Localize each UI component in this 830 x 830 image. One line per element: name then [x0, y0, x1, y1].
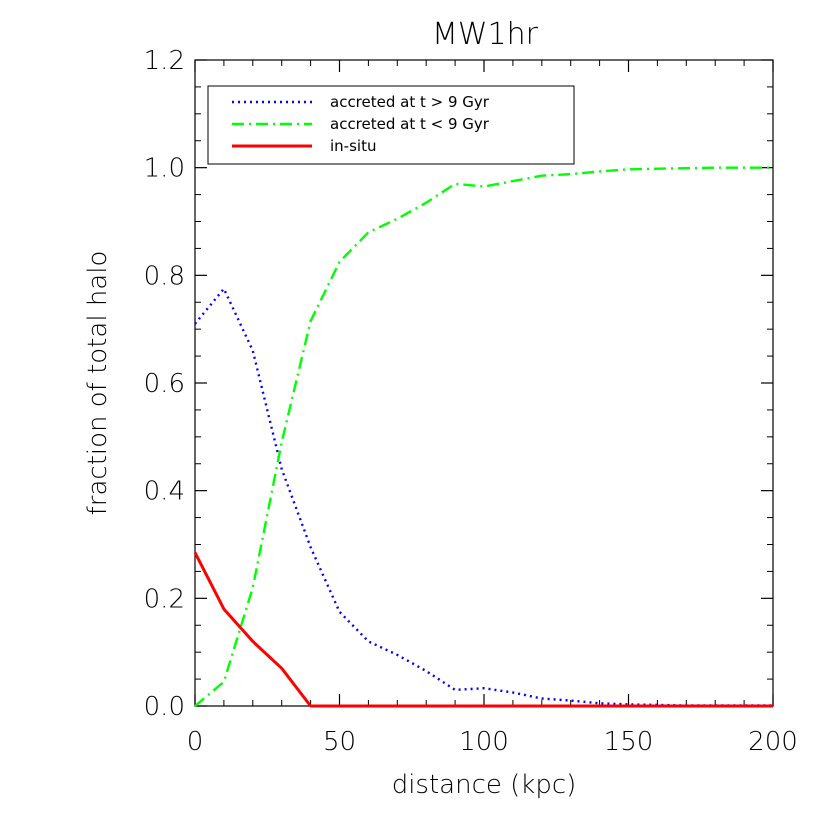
y-tick-label: 0.4: [144, 477, 185, 507]
y-tick-label: 0.6: [144, 369, 185, 399]
series-line-2: [193, 551, 773, 708]
x-axis: 0 50 100 150 200: [187, 60, 798, 757]
series-layer: [193, 166, 773, 708]
legend: accreted at t > 9 Gyr accreted at t < 9 G…: [207, 85, 575, 165]
x-tick-label: 100: [459, 727, 509, 757]
y-axis-label: fraction of total halo: [83, 251, 113, 516]
legend-entries: accreted at t > 9 Gyr accreted at t < 9 G…: [232, 93, 490, 155]
legend-label: in-situ: [330, 137, 376, 155]
x-tick-label: 200: [748, 727, 798, 757]
x-tick-label: 150: [604, 727, 654, 757]
y-tick-label: 0.8: [144, 261, 185, 291]
series-line-0: [194, 287, 773, 707]
y-tick-label: 0.2: [144, 584, 185, 614]
legend-box: [207, 85, 575, 165]
series-line-1: [194, 166, 773, 707]
legend-label: accreted at t > 9 Gyr: [330, 93, 490, 111]
y-axis: 0.0 0.2 0.4 0.6 0.8 1.0 1.2: [144, 46, 773, 722]
x-tick-label: 0: [187, 727, 204, 757]
legend-label: accreted at t < 9 Gyr: [330, 115, 490, 133]
chart-title: MW1hr: [432, 17, 539, 52]
x-tick-label: 50: [323, 727, 356, 757]
y-tick-label: 0.0: [144, 692, 185, 722]
x-axis-label: distance (kpc): [392, 770, 577, 800]
plot-frame: [194, 59, 774, 707]
y-tick-label: 1.0: [144, 154, 185, 184]
y-tick-label: 1.2: [144, 46, 185, 76]
